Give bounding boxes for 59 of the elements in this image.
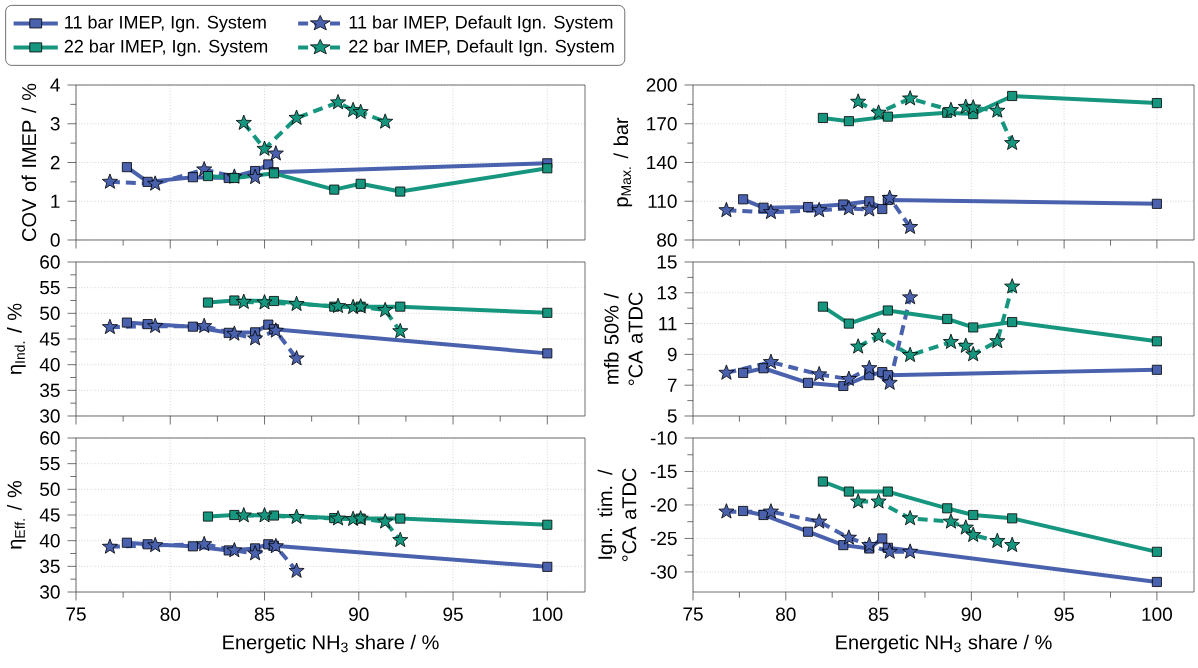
legend-label: 22 bar IMEP, Default Ign. System (349, 39, 614, 57)
y-tick-label: 15 (657, 255, 677, 269)
y-tick-label: 50 (40, 482, 60, 497)
y-tick-label: 200 (646, 78, 677, 92)
y-tick-label: 45 (39, 508, 60, 522)
y-tick-label: -25 (650, 531, 677, 546)
x-tick-label: 100 (1142, 607, 1172, 621)
y-tick-label: 5 (667, 409, 677, 423)
x-tick-label: 80 (160, 607, 181, 621)
x-tick-label: 90 (349, 607, 369, 621)
y-tick-label: 1 (51, 194, 60, 208)
y-tick-label: 4 (50, 78, 60, 92)
y-tick-label: 110 (648, 194, 677, 208)
y-tick-label: 40 (39, 533, 60, 548)
y-tick-label: 0 (50, 233, 60, 247)
y-tick-label: -15 (650, 464, 677, 479)
y-tick-label: 170 (647, 117, 677, 131)
y-tick-label: 35 (40, 559, 60, 574)
y-tick-label: 140 (647, 155, 677, 170)
x-tick-label: 75 (66, 607, 86, 621)
y-tick-label: 50 (40, 306, 60, 321)
y-tick-label: 11 (659, 317, 677, 331)
legend-label: 11 bar IMEP, Default Ign. System (349, 15, 613, 33)
y-tick-label: 3 (50, 117, 60, 131)
y-tick-label: 9 (667, 347, 677, 362)
y-axis-title: η$_{Ind.}$ / % (7, 303, 26, 375)
y-tick-label: 30 (40, 409, 60, 423)
y-tick-label: 45 (39, 332, 60, 346)
y-tick-label: 55 (40, 457, 60, 471)
y-axis-title: Ign. tim. / °CA aTDC (597, 468, 637, 562)
x-tick-label: 95 (1054, 607, 1074, 621)
y-axis-title: η$_{Eff.}$ / % (7, 480, 26, 549)
y-tick-label: 30 (40, 585, 60, 599)
y-tick-label: -30 (650, 565, 677, 579)
legend-label: 11 bar IMEP, Ign. System (65, 15, 266, 33)
x-axis-title: Energetic NH$_{3}$ share / % (223, 634, 439, 654)
y-tick-label: 2 (50, 155, 60, 170)
y-axis-title: COV of IMEP / % (21, 83, 37, 241)
x-tick-label: 75 (683, 607, 703, 621)
y-tick-label: -10 (650, 431, 677, 445)
x-tick-label: 80 (776, 607, 796, 621)
x-tick-label: 85 (868, 607, 889, 621)
legend-label: 22 bar IMEP, Ign. System (64, 39, 268, 57)
x-axis-title: Energetic NH$_{3}$ share / % (836, 634, 1052, 654)
y-tick-label: -20 (650, 498, 677, 512)
y-axis-title: mfb 50% / °CA aTDC (603, 292, 643, 386)
y-axis-title: p$_{Max.}$ / bar (613, 117, 633, 207)
y-tick-label: 40 (39, 357, 60, 372)
y-tick-label: 7 (667, 378, 677, 392)
y-tick-label: 60 (40, 431, 60, 445)
y-tick-label: 60 (40, 255, 60, 269)
y-tick-label: 80 (657, 233, 677, 247)
y-tick-label: 35 (40, 383, 60, 398)
x-tick-label: 95 (443, 607, 463, 621)
x-tick-label: 90 (961, 607, 982, 621)
y-tick-label: 13 (657, 286, 677, 300)
x-tick-label: 85 (254, 607, 275, 621)
x-tick-label: 100 (532, 607, 563, 621)
y-tick-label: 55 (40, 281, 60, 295)
